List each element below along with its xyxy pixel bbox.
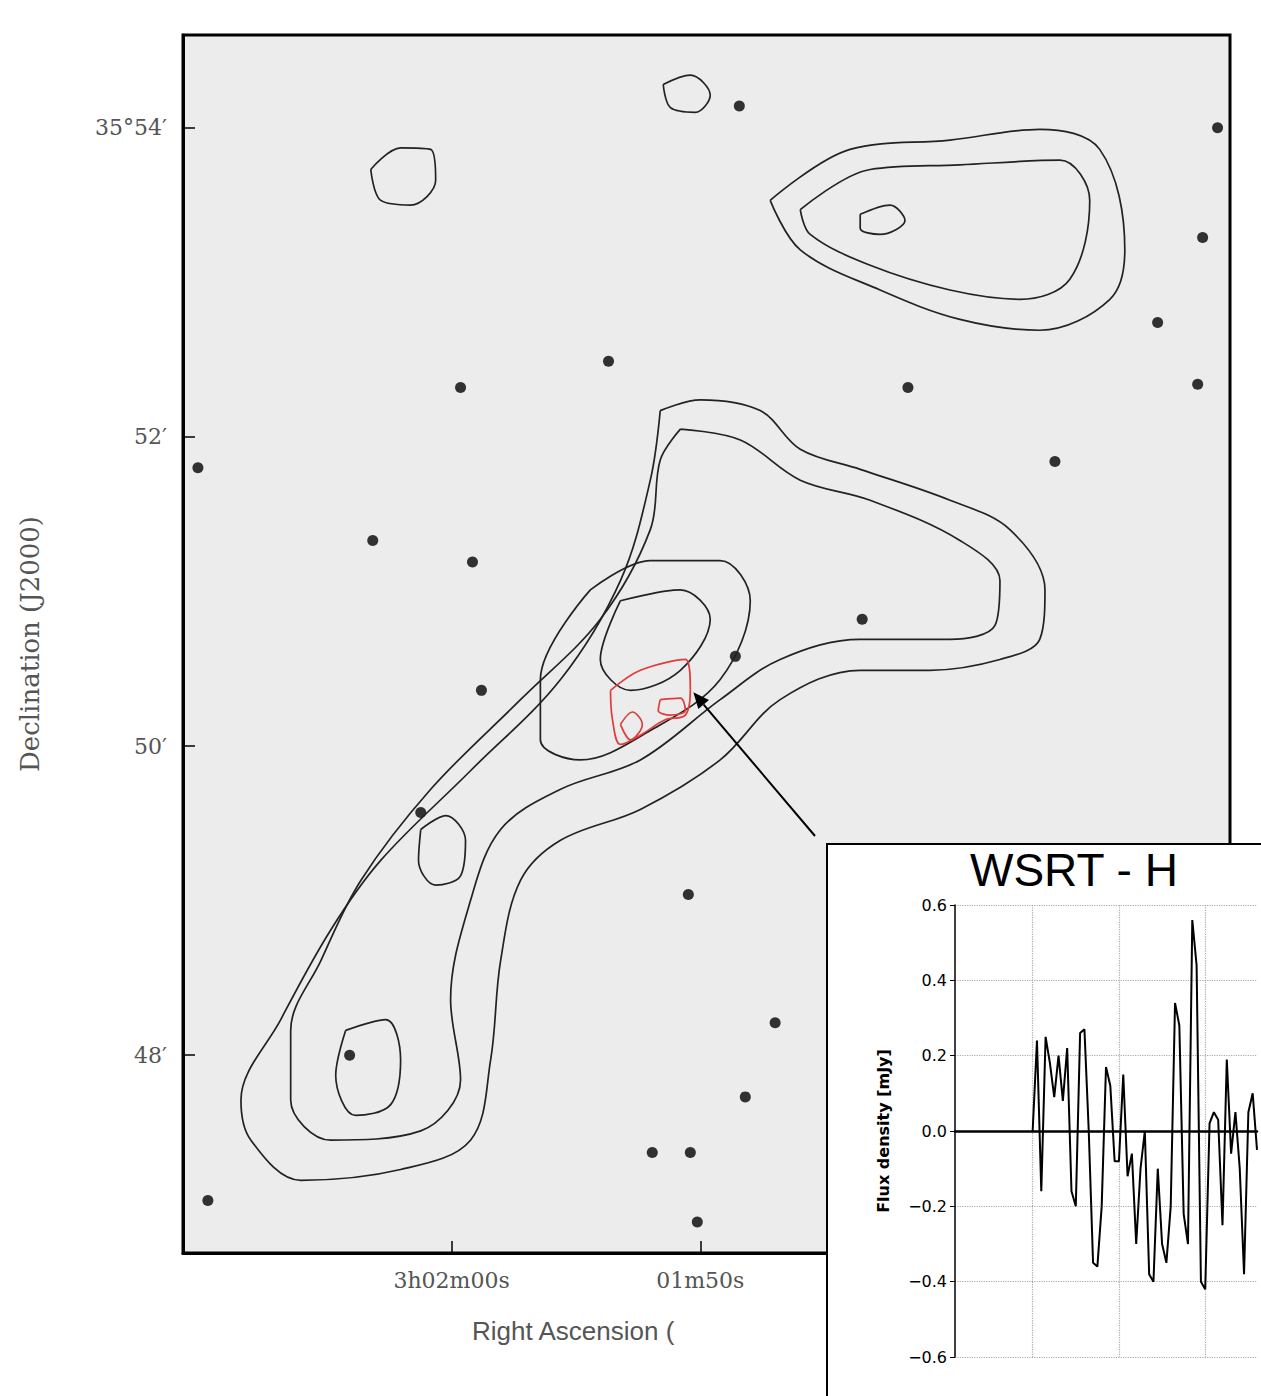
svg-text:−0.4: −0.4: [908, 1272, 947, 1291]
svg-text:48′: 48′: [134, 1043, 167, 1068]
svg-text:Right Ascension (: Right Ascension (: [472, 1316, 675, 1346]
svg-text:Declination (J2000): Declination (J2000): [15, 516, 45, 772]
svg-text:50′: 50′: [134, 734, 167, 759]
svg-text:−0.2: −0.2: [908, 1197, 947, 1216]
svg-text:35°54′: 35°54′: [95, 115, 167, 140]
svg-text:0.2: 0.2: [922, 1046, 947, 1065]
svg-text:0.0: 0.0: [922, 1122, 947, 1141]
svg-text:−0.6: −0.6: [908, 1348, 947, 1367]
svg-text:01m50s: 01m50s: [656, 1268, 744, 1293]
svg-text:3h02m00s: 3h02m00s: [393, 1268, 509, 1293]
svg-text:WSRT - H: WSRT - H: [970, 845, 1178, 896]
svg-text:0.6: 0.6: [922, 896, 947, 915]
svg-text:52′: 52′: [134, 424, 167, 449]
svg-text:Flux density [mJy]: Flux density [mJy]: [874, 1049, 893, 1213]
svg-text:0.4: 0.4: [922, 971, 947, 990]
